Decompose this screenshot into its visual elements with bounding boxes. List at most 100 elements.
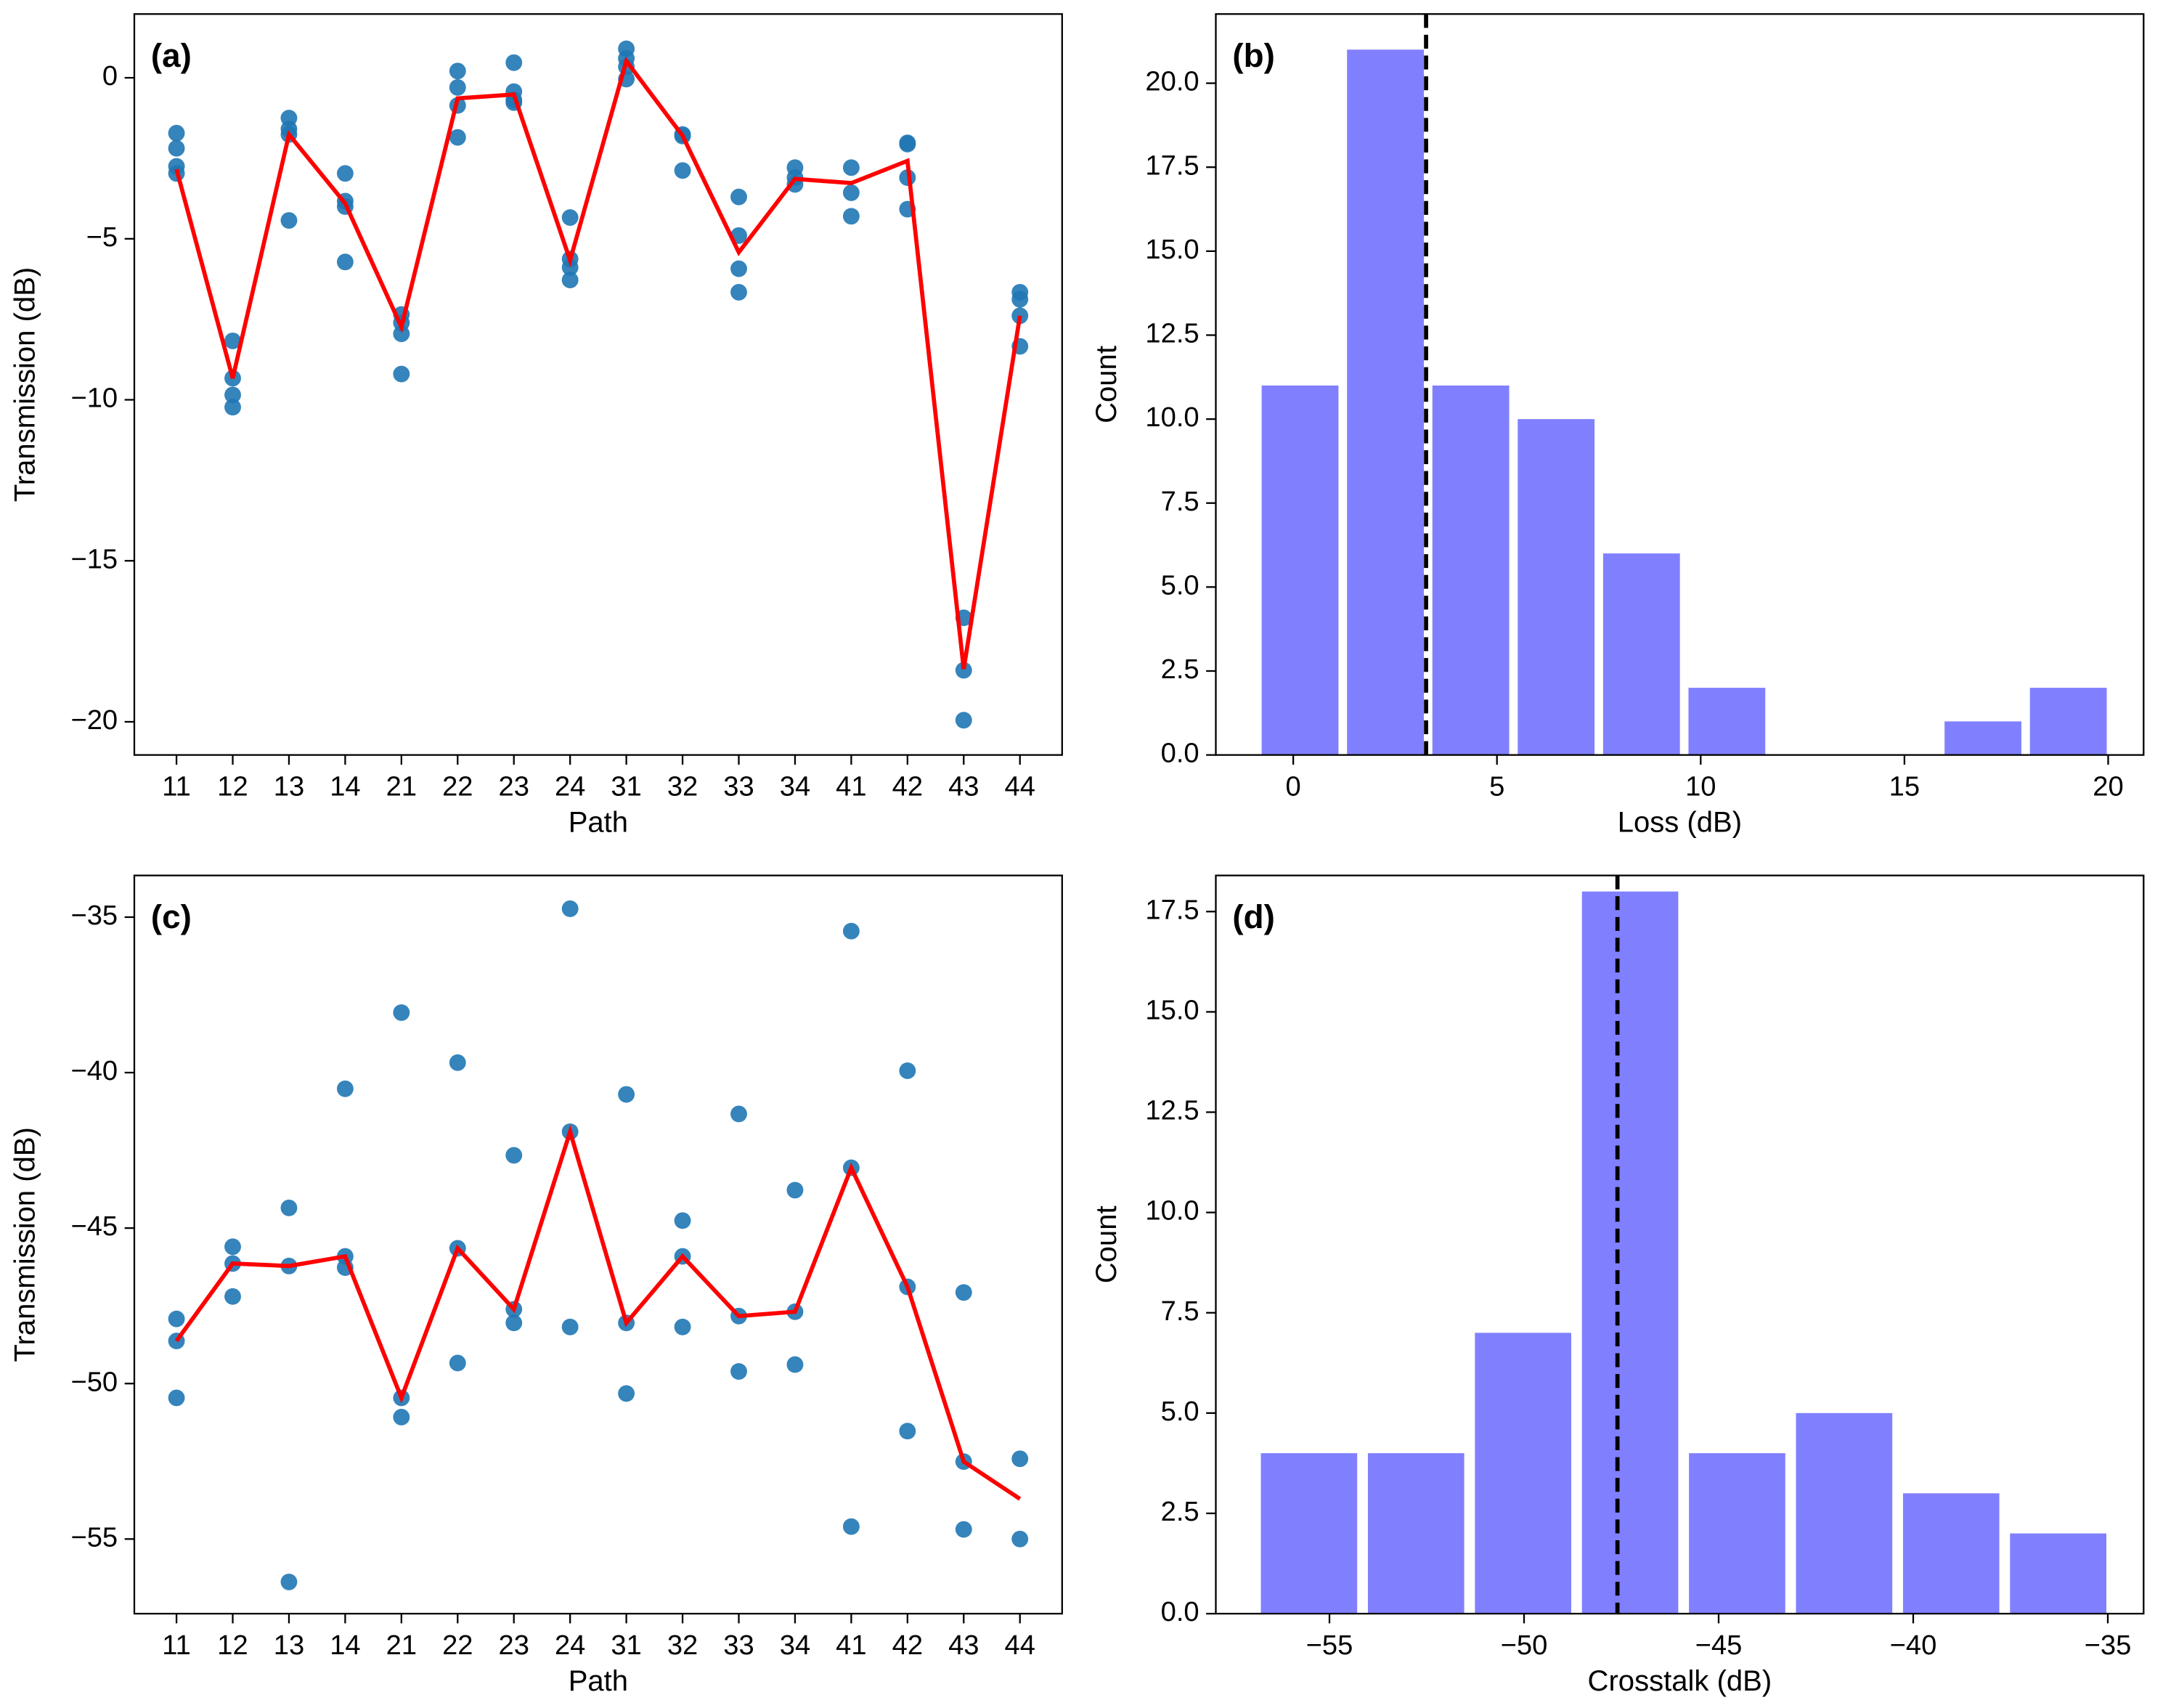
x-tick-label: 13 xyxy=(274,770,304,802)
panel-label: (c) xyxy=(151,898,192,935)
x-tick-label: 34 xyxy=(780,1630,810,1661)
y-tick-label: −15 xyxy=(70,543,118,574)
data-point xyxy=(224,332,241,349)
data-point xyxy=(561,209,579,226)
data-point xyxy=(899,136,916,152)
data-point xyxy=(561,1318,579,1335)
x-tick-label: 22 xyxy=(442,1630,473,1661)
x-tick-label: 34 xyxy=(780,770,810,802)
x-tick-label: 5 xyxy=(1489,770,1504,802)
y-tick-label: 0.0 xyxy=(1161,738,1199,769)
x-tick-label: 12 xyxy=(217,770,248,802)
x-tick-label: 32 xyxy=(667,770,698,802)
data-point xyxy=(842,208,860,225)
data-point xyxy=(730,188,747,206)
y-tick-label: −55 xyxy=(70,1521,118,1553)
plot-frame xyxy=(133,874,1063,1615)
y-tick-label: 10.0 xyxy=(1145,402,1199,433)
x-tick-label: 43 xyxy=(948,1630,979,1661)
y-tick-label: 12.5 xyxy=(1145,1095,1199,1126)
data-point xyxy=(674,1318,691,1335)
x-tick-label: 43 xyxy=(948,770,979,802)
bar xyxy=(2029,688,2107,755)
bar xyxy=(1475,1333,1571,1614)
data-point xyxy=(224,386,241,404)
bar xyxy=(1261,385,1339,755)
y-tick-label: −5 xyxy=(86,221,118,253)
x-tick-label: 15 xyxy=(1889,770,1920,802)
data-point xyxy=(674,1212,691,1229)
data-point xyxy=(842,922,860,940)
data-point xyxy=(674,162,691,179)
bar xyxy=(2010,1533,2106,1614)
data-point xyxy=(168,139,185,157)
panel-label: (b) xyxy=(1232,37,1274,74)
mean-line xyxy=(174,1124,1022,1501)
bar xyxy=(1518,419,1595,755)
x-tick-label: 33 xyxy=(723,770,754,802)
data-point xyxy=(899,1062,916,1079)
y-axis-label: Count xyxy=(1091,1205,1123,1283)
x-tick-label: 24 xyxy=(555,1630,585,1661)
x-tick-label: 33 xyxy=(723,1630,754,1661)
data-point xyxy=(393,365,410,383)
data-point xyxy=(505,1314,523,1332)
y-tick-label: −10 xyxy=(70,383,118,414)
data-point xyxy=(1011,1530,1029,1548)
x-tick-label: 41 xyxy=(836,770,866,802)
data-point xyxy=(280,1573,298,1590)
x-tick-label: −55 xyxy=(1306,1630,1353,1661)
x-tick-label: 14 xyxy=(330,770,360,802)
x-tick-label: 31 xyxy=(611,1630,641,1661)
data-point xyxy=(618,1086,635,1103)
bar xyxy=(1902,1493,2000,1614)
bar xyxy=(1688,688,1766,755)
x-tick-label: −45 xyxy=(1695,1630,1743,1661)
data-point xyxy=(786,1182,804,1199)
y-tick-label: 17.5 xyxy=(1145,150,1199,181)
data-point xyxy=(955,1284,972,1301)
data-point xyxy=(393,1004,410,1021)
data-point xyxy=(786,1356,804,1373)
x-tick-label: 24 xyxy=(555,770,585,802)
x-tick-label: −40 xyxy=(1890,1630,1937,1661)
data-point xyxy=(280,212,298,229)
x-tick-label: 22 xyxy=(442,770,473,802)
data-point xyxy=(1011,1450,1029,1468)
y-tick-label: 7.5 xyxy=(1161,486,1199,517)
y-tick-label: 15.0 xyxy=(1145,994,1199,1025)
x-tick-label: 11 xyxy=(162,770,191,802)
data-point xyxy=(618,1385,635,1402)
x-tick-label: 42 xyxy=(892,770,923,802)
x-tick-label: 23 xyxy=(499,1630,529,1661)
data-point xyxy=(561,272,579,289)
data-point xyxy=(505,54,523,71)
data-point xyxy=(730,1105,747,1123)
data-point xyxy=(955,712,972,729)
bar xyxy=(1260,1453,1358,1614)
bar xyxy=(1602,553,1680,755)
x-tick-label: 20 xyxy=(2093,770,2123,802)
y-tick-label: 0.0 xyxy=(1161,1596,1199,1627)
data-point xyxy=(730,260,747,277)
x-tick-label: 10 xyxy=(1685,770,1716,802)
data-point xyxy=(899,1423,916,1440)
data-point xyxy=(168,1389,185,1407)
data-point xyxy=(280,1199,298,1216)
bar xyxy=(1581,891,1679,1614)
plot-frame xyxy=(1215,13,2145,756)
x-tick-label: −50 xyxy=(1501,1630,1548,1661)
x-tick-label: 21 xyxy=(386,1630,417,1661)
data-point xyxy=(955,662,972,679)
x-tick-label: 13 xyxy=(274,1630,304,1661)
y-tick-label: 7.5 xyxy=(1161,1296,1199,1327)
data-point xyxy=(842,159,860,176)
y-tick-label: −40 xyxy=(70,1055,118,1086)
x-axis-label: Crosstalk (dB) xyxy=(1588,1665,1772,1697)
panel-label: (d) xyxy=(1232,898,1274,935)
y-axis-label: Transmission (dB) xyxy=(9,1127,41,1362)
data-point xyxy=(505,1147,523,1164)
mean-line xyxy=(174,56,1022,670)
x-tick-label: 42 xyxy=(892,1630,923,1661)
